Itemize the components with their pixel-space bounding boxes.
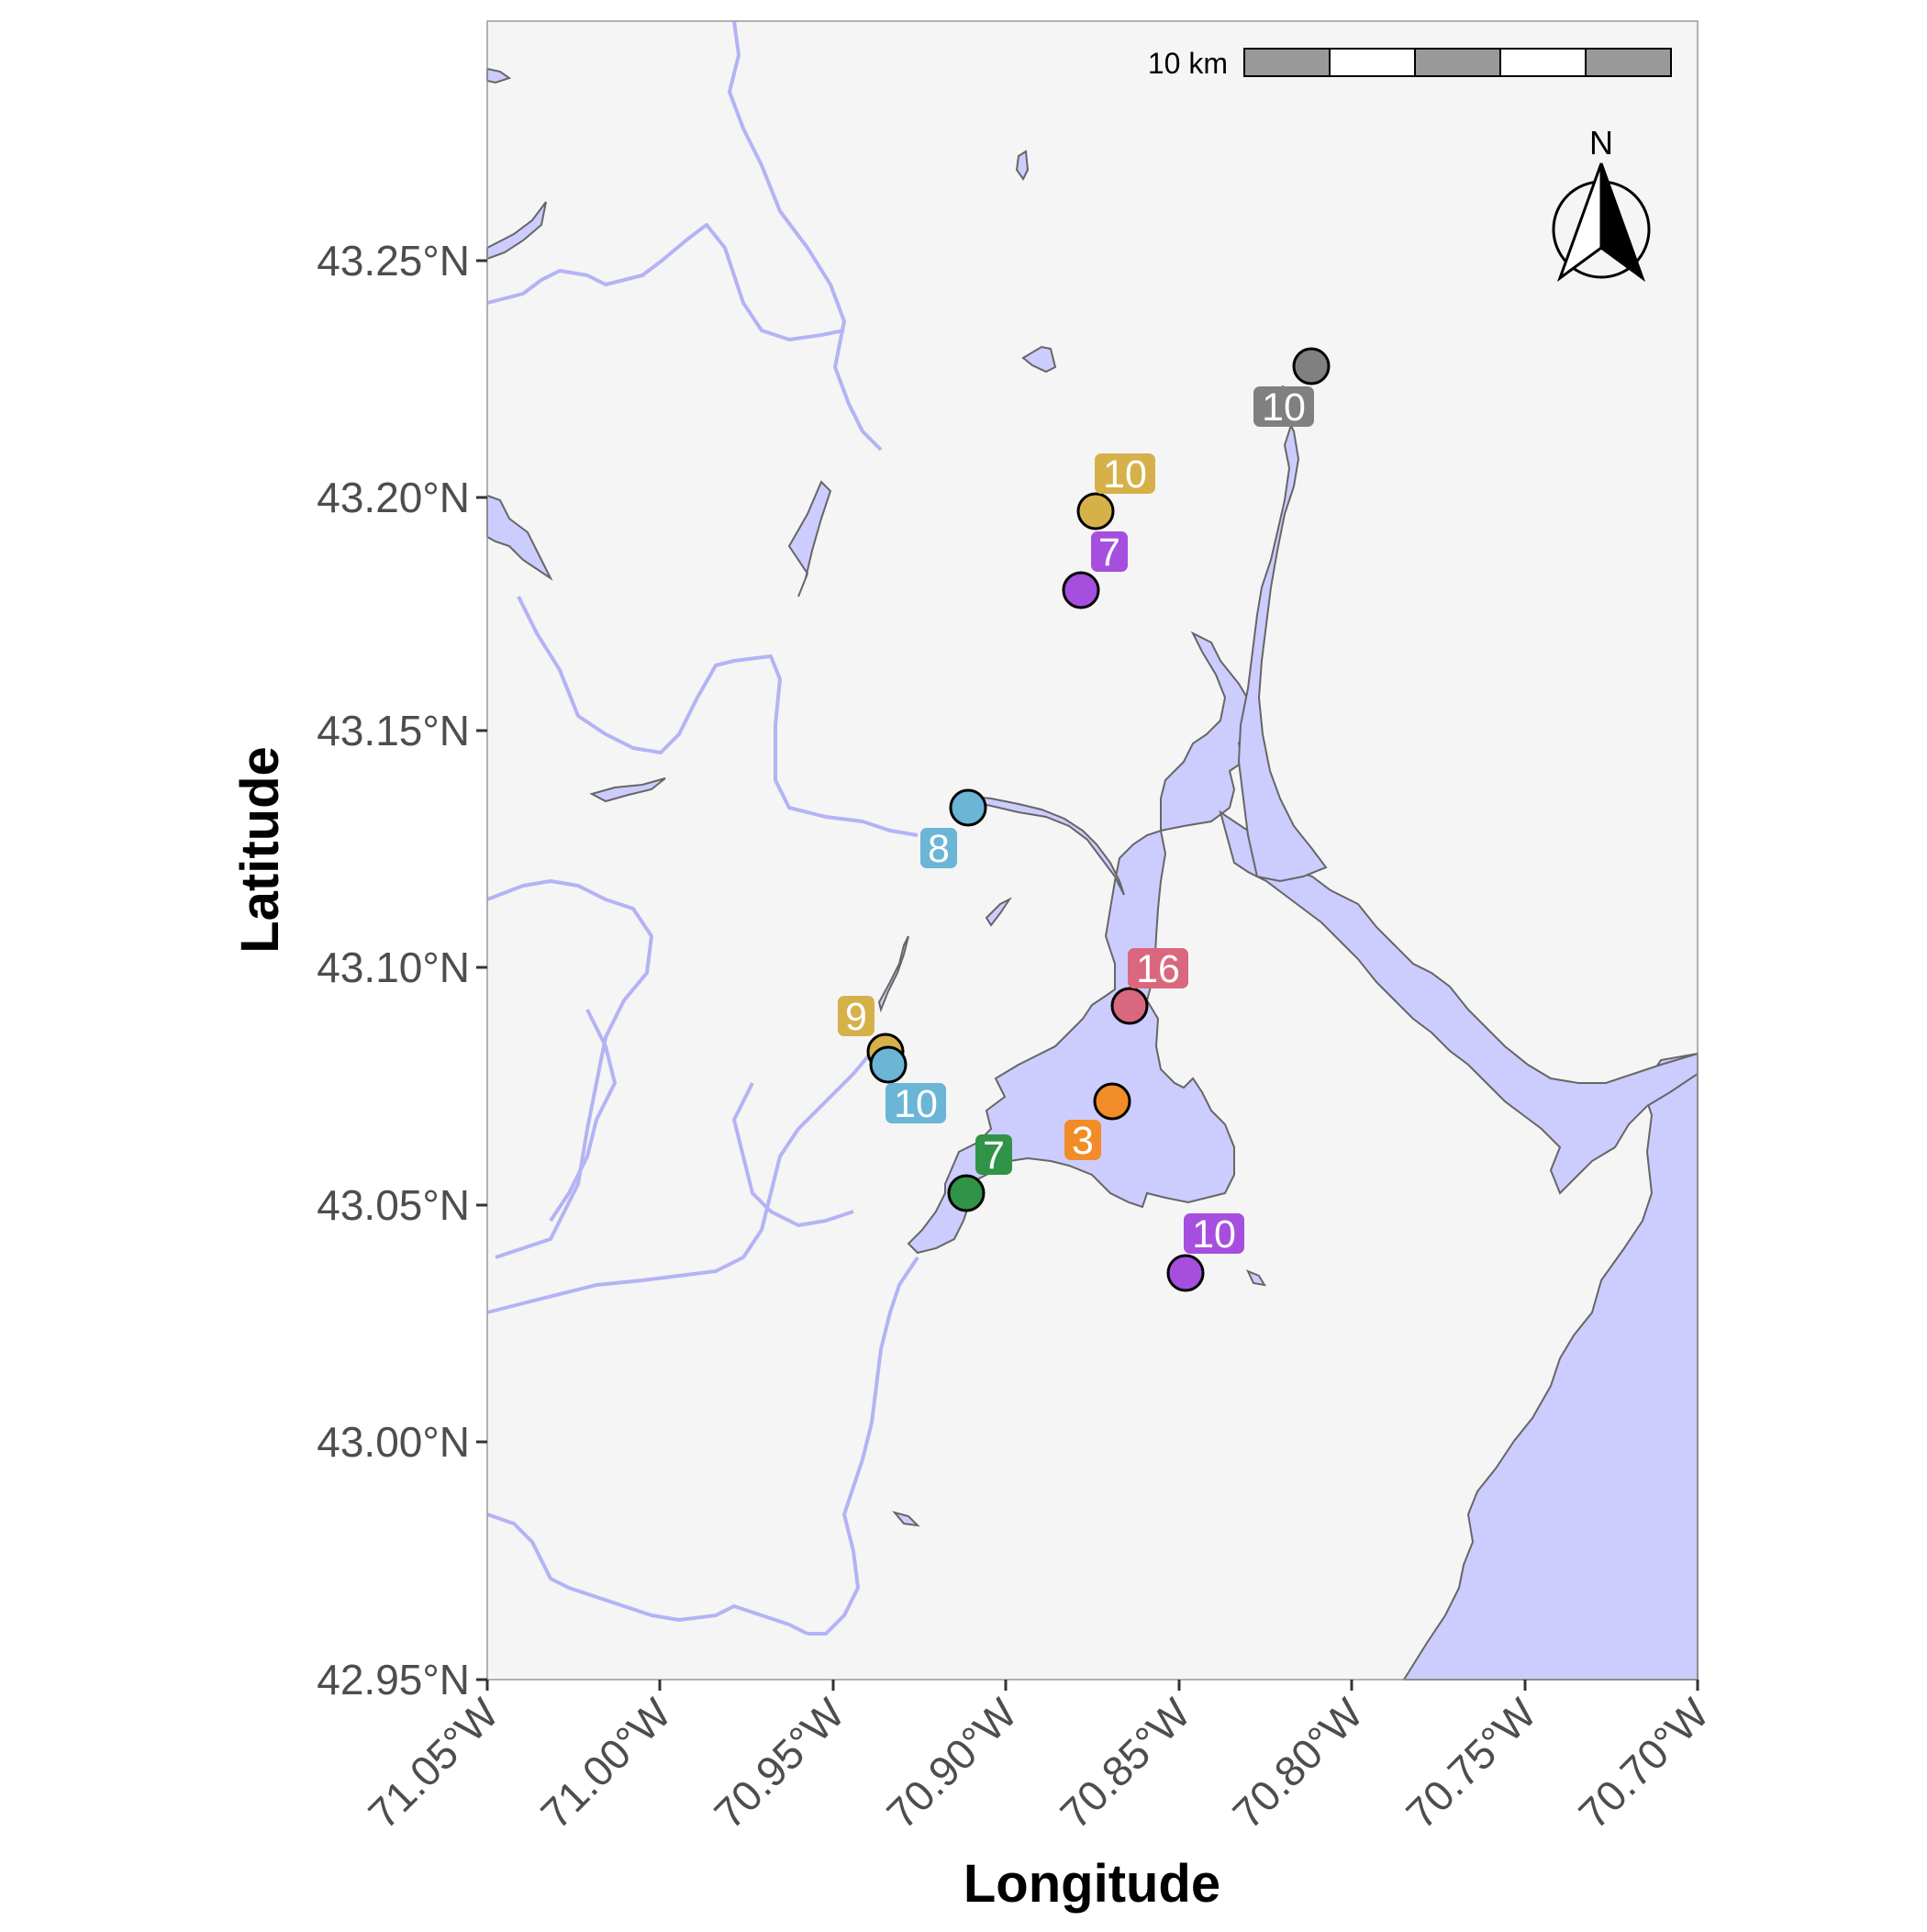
sampling-site: 3 <box>1064 1082 1131 1163</box>
river-north <box>728 20 883 452</box>
y-axis-title: Latitude <box>230 746 290 954</box>
x-tick-label: 70.80°W <box>1223 1689 1372 1837</box>
pond-7 <box>1246 1269 1266 1287</box>
sampling-site: 10 <box>1253 347 1331 430</box>
scale-bar-seg-3 <box>1414 48 1501 77</box>
sites-layer: 10 10 7 8 16 9 10 3 7 10 <box>838 347 1331 1292</box>
sampling-site: 8 <box>920 788 987 871</box>
scale-bar-seg-4 <box>1499 48 1587 77</box>
river-west <box>486 879 653 1259</box>
x-tick-label: 70.85°W <box>1051 1689 1199 1837</box>
site-label-box <box>1091 531 1128 572</box>
site-marker <box>1062 571 1100 609</box>
north-arrow-label: N <box>1589 124 1613 162</box>
sampling-site: 7 <box>947 1134 1012 1212</box>
y-tick-label: 42.95°N <box>317 1656 470 1703</box>
x-tick-label: 71.00°W <box>531 1689 680 1837</box>
site-label: 8 <box>928 827 950 871</box>
y-tick-label: 43.00°N <box>317 1418 470 1466</box>
river-south <box>486 1044 878 1314</box>
north-arrow-right-icon <box>1599 162 1646 283</box>
site-label-box <box>1253 386 1314 427</box>
site-label: 10 <box>894 1082 938 1126</box>
site-label: 7 <box>1098 530 1120 575</box>
river-channel-east <box>1219 810 1699 1195</box>
pond-4 <box>589 777 666 803</box>
x-tick-labels: 71.05°W 71.00°W 70.95°W 70.90°W 70.85°W … <box>359 1689 1718 1837</box>
pond-6 <box>985 897 1012 927</box>
site-label-box <box>1095 453 1155 494</box>
sampling-site: 10 <box>869 1045 946 1126</box>
river-southwest <box>486 1513 808 1636</box>
north-arrow: N <box>1552 124 1651 283</box>
ocean <box>1402 1052 1699 1681</box>
pond-2 <box>1021 345 1057 374</box>
northwest-lake-2 <box>486 494 553 581</box>
site-label: 10 <box>1192 1212 1236 1256</box>
x-axis-title: Longitude <box>964 1854 1220 1914</box>
site-9-river <box>877 935 909 1013</box>
x-tick-label: 70.90°W <box>877 1689 1026 1837</box>
piscataqua-river <box>1160 631 1254 832</box>
panel-border <box>486 20 1699 1681</box>
river-south-central <box>808 1256 919 1636</box>
x-axis <box>485 1680 1699 1691</box>
site-label-box <box>1064 1120 1101 1160</box>
sampling-site: 7 <box>1062 530 1128 609</box>
site-label: 10 <box>1262 385 1306 430</box>
site-label-box <box>1184 1213 1244 1254</box>
river-midwest <box>549 1009 617 1223</box>
y-tick-label: 43.20°N <box>317 474 470 521</box>
site-marker <box>1076 492 1115 530</box>
site-marker <box>1093 1082 1131 1121</box>
river-mid <box>517 596 919 837</box>
site-label-box <box>1128 948 1188 988</box>
y-tick-labels: 43.25°N 43.20°N 43.15°N 43.10°N 43.05°N … <box>317 237 470 1703</box>
site-label-box <box>886 1083 946 1123</box>
scale-bar-seg-2 <box>1329 48 1416 77</box>
site-label: 3 <box>1072 1119 1094 1163</box>
y-tick-label: 43.25°N <box>317 237 470 285</box>
site-marker <box>949 788 987 827</box>
site-label: 10 <box>1103 452 1147 497</box>
site-marker <box>1292 347 1331 385</box>
river-center <box>732 1082 854 1227</box>
scale-bar-label: 10 km <box>1148 47 1228 80</box>
y-tick-label: 43.10°N <box>317 944 470 991</box>
x-tick-label: 71.05°W <box>359 1689 507 1837</box>
x-tick-label: 70.70°W <box>1569 1689 1718 1837</box>
sampling-site: 10 <box>1076 452 1155 530</box>
x-tick-label: 70.75°W <box>1397 1689 1545 1837</box>
pond-3 <box>787 480 832 597</box>
scale-bar-seg-5 <box>1585 48 1672 77</box>
site-marker <box>869 1045 908 1084</box>
site-label: 7 <box>983 1134 1005 1178</box>
pond-5 <box>892 1511 920 1527</box>
western-channel <box>965 795 1125 896</box>
river-northwest <box>486 223 845 341</box>
site-marker <box>1166 1254 1205 1292</box>
northwest-lake-1 <box>486 201 547 261</box>
site-label-box <box>920 828 957 868</box>
y-tick-label: 43.05°N <box>317 1181 470 1229</box>
x-tick-label: 70.95°W <box>705 1689 853 1837</box>
site-label-box <box>838 996 874 1036</box>
site-label-box <box>975 1134 1012 1175</box>
sampling-site: 10 <box>1166 1212 1244 1292</box>
site-label: 16 <box>1136 947 1180 991</box>
site-marker <box>1110 987 1149 1025</box>
y-axis <box>476 259 487 1681</box>
sampling-site: 16 <box>1110 947 1188 1025</box>
site-label: 9 <box>845 995 867 1039</box>
scale-bar: 10 km <box>1148 47 1672 80</box>
site-marker <box>947 1174 986 1212</box>
rivers <box>486 20 919 1636</box>
scale-bar-seg-1 <box>1243 48 1331 77</box>
land-background <box>487 21 1698 1680</box>
y-tick-label: 43.15°N <box>317 707 470 754</box>
pond-1 <box>1015 150 1030 181</box>
